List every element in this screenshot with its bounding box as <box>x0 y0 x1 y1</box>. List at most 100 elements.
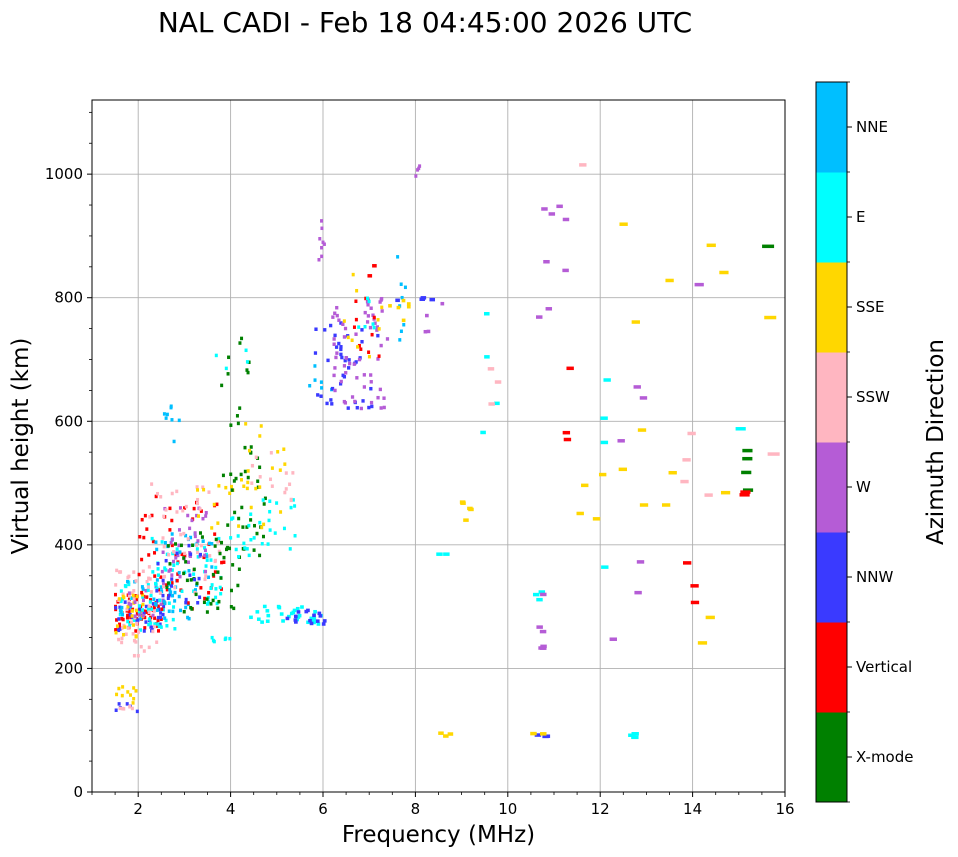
data-point-ssw <box>137 630 141 634</box>
data-point-e <box>155 586 159 590</box>
data-point-w <box>416 168 420 172</box>
data-point-ssw <box>680 479 689 484</box>
data-point-vertical <box>175 578 179 583</box>
data-point-w <box>562 217 570 222</box>
data-point-w <box>320 219 324 223</box>
data-point-x-mode <box>220 383 224 388</box>
data-point-sse <box>115 692 119 697</box>
data-point-e <box>140 608 144 612</box>
data-point-nnw <box>323 328 327 332</box>
data-point-e <box>230 517 234 521</box>
data-point-vertical <box>352 325 356 329</box>
data-point-w <box>357 357 362 362</box>
data-point-ssw <box>162 544 166 549</box>
data-point-sse <box>122 632 126 637</box>
data-point-ssw <box>283 490 287 495</box>
data-point-w <box>382 396 386 400</box>
data-point-sse <box>396 305 401 310</box>
data-point-vertical <box>156 624 160 629</box>
data-point-w <box>376 357 380 361</box>
plot-area <box>92 100 785 792</box>
data-point-ssw <box>118 706 122 711</box>
data-point-w <box>362 373 366 377</box>
data-point-sse <box>246 480 250 485</box>
data-point-vertical <box>160 607 164 611</box>
data-point-sse <box>244 422 248 426</box>
data-point-sse <box>245 486 249 491</box>
data-point-w <box>204 514 208 518</box>
data-point-ssw <box>120 625 124 630</box>
data-point-vertical <box>372 315 376 320</box>
data-point-nne <box>139 616 143 621</box>
data-point-vertical <box>183 553 187 558</box>
data-point-vertical <box>367 274 373 278</box>
data-point-ssw <box>172 550 176 554</box>
data-point-nne <box>169 590 173 594</box>
data-point-sse <box>279 510 283 514</box>
data-point-w <box>177 543 181 548</box>
data-point-w <box>169 541 173 545</box>
data-point-w <box>161 550 165 555</box>
data-point-e <box>292 608 297 613</box>
data-point-nne <box>119 610 123 614</box>
data-point-e <box>288 547 292 551</box>
data-point-ssw <box>269 451 273 455</box>
data-point-e <box>372 325 376 330</box>
data-point-w <box>193 534 197 539</box>
data-point-nne <box>187 616 191 621</box>
data-point-e <box>600 416 608 420</box>
data-point-x-mode <box>742 456 753 461</box>
data-point-nnw <box>175 551 179 555</box>
data-point-w <box>366 314 370 318</box>
data-point-x-mode <box>222 555 226 560</box>
data-point-e <box>313 619 318 624</box>
data-point-e <box>494 401 500 406</box>
data-point-vertical <box>153 551 157 555</box>
data-point-nnw <box>376 333 380 338</box>
data-point-sse <box>380 305 384 310</box>
data-point-ssw <box>118 570 122 574</box>
data-point-vertical <box>367 350 371 354</box>
data-point-ssw <box>213 559 217 564</box>
data-point-nne <box>163 540 167 545</box>
data-point-w <box>159 602 163 607</box>
data-point-w <box>353 399 357 404</box>
data-point-vertical <box>183 506 187 510</box>
data-point-w <box>423 329 428 334</box>
data-point-w <box>331 315 335 319</box>
data-point-nne <box>126 579 130 584</box>
data-point-w <box>344 356 348 360</box>
colorbar-label: NNW <box>856 568 893 586</box>
data-point-e <box>242 541 246 546</box>
data-point-nnw <box>395 298 400 303</box>
data-point-e <box>236 534 240 538</box>
data-point-vertical <box>354 317 358 322</box>
data-point-w <box>371 313 375 317</box>
data-point-e <box>195 547 199 551</box>
data-point-nnw <box>339 321 343 325</box>
x-tick-label: 10 <box>498 800 517 818</box>
data-point-ssw <box>767 452 780 456</box>
data-point-x-mode <box>182 571 186 576</box>
data-point-nnw <box>196 601 200 605</box>
data-point-x-mode <box>247 360 251 365</box>
data-point-vertical <box>134 597 138 602</box>
data-point-vertical <box>690 584 699 588</box>
data-point-vertical <box>150 513 154 518</box>
data-point-e <box>289 505 293 510</box>
data-point-ssw <box>208 554 212 558</box>
data-point-w <box>440 301 445 306</box>
data-point-ssw <box>270 484 274 488</box>
data-point-nne <box>141 587 145 591</box>
data-point-nne <box>313 364 317 368</box>
data-point-sse <box>132 686 136 690</box>
data-point-e <box>147 622 151 627</box>
data-point-e <box>126 619 130 624</box>
data-point-e <box>252 536 256 540</box>
data-point-vertical <box>140 517 144 522</box>
data-point-x-mode <box>217 599 221 604</box>
data-point-e <box>164 568 168 572</box>
data-point-vertical <box>203 596 207 601</box>
data-point-ssw <box>579 163 587 167</box>
x-axis-title: Frequency (MHz) <box>342 822 535 848</box>
